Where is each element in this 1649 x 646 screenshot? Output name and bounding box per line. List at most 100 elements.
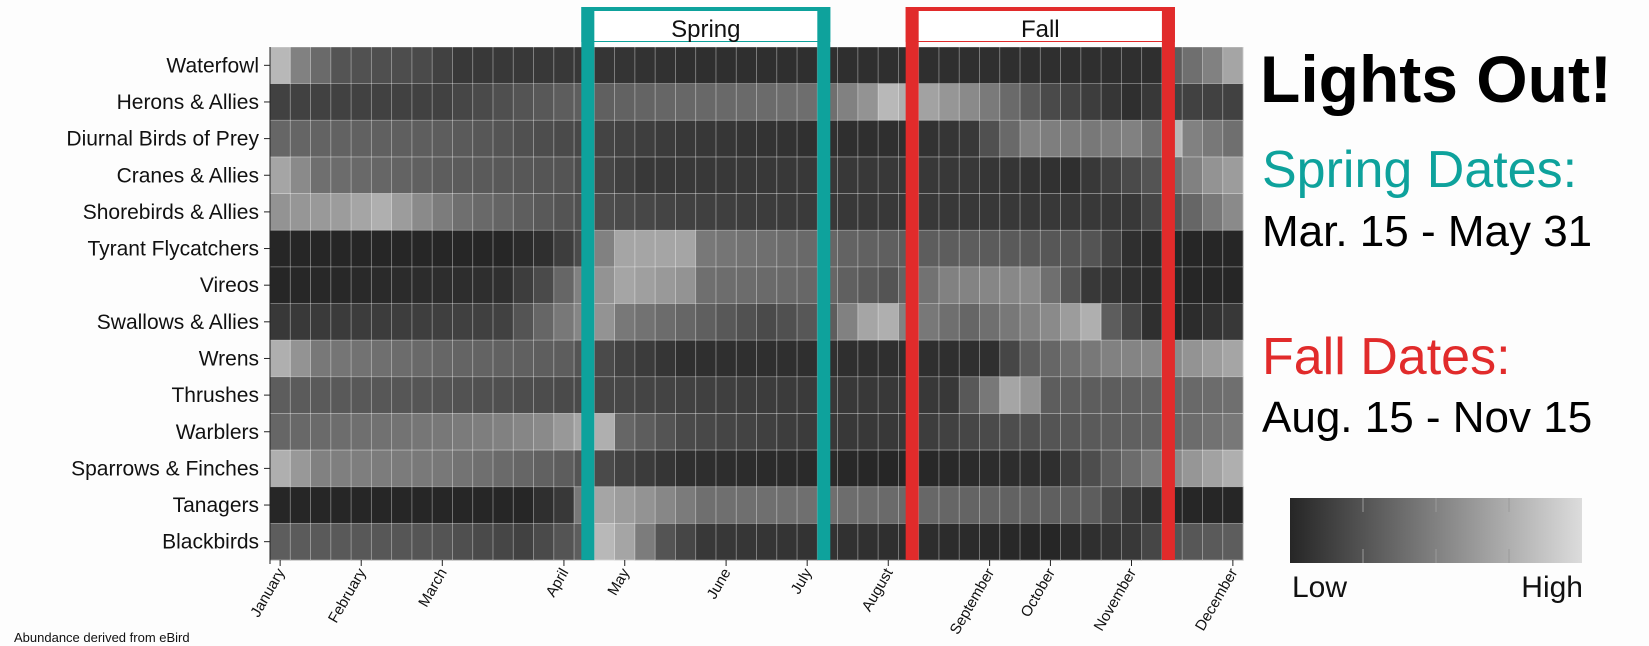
- heat-cell: [999, 523, 1021, 561]
- heat-cell: [715, 376, 737, 414]
- heat-cell: [513, 120, 534, 158]
- heat-cell: [1182, 303, 1203, 341]
- heat-cell: [756, 120, 778, 158]
- heat-cell: [999, 193, 1021, 231]
- heat-cell: [715, 340, 737, 378]
- heat-cell: [533, 523, 555, 561]
- spring-season-frame: Spring: [581, 7, 831, 560]
- heat-cell: [351, 230, 372, 268]
- heat-cell: [1060, 340, 1082, 378]
- heat-cell: [959, 303, 980, 341]
- month-label: August: [859, 565, 897, 615]
- heat-cell: [918, 413, 940, 451]
- heat-cell: [797, 266, 818, 304]
- row-label: Herons & Allies: [117, 91, 259, 114]
- heat-cell: [614, 83, 636, 121]
- heat-cell: [1040, 340, 1061, 378]
- row-label: Thrushes: [171, 384, 259, 407]
- heat-cell: [594, 156, 615, 194]
- heat-cell: [310, 303, 332, 341]
- heat-cell: [1080, 193, 1102, 231]
- heat-cell: [1141, 156, 1163, 194]
- heat-cell: [1101, 450, 1122, 488]
- heat-cell: [1060, 413, 1082, 451]
- heat-cell: [776, 413, 798, 451]
- heat-cell: [715, 523, 737, 561]
- heat-cell: [776, 523, 798, 561]
- heat-cell: [797, 120, 818, 158]
- heat-cell: [1121, 266, 1143, 304]
- fall-dates-heading: Fall Dates:: [1262, 328, 1511, 386]
- heat-cell: [1141, 47, 1163, 85]
- heat-cell: [655, 450, 676, 488]
- heat-cell: [290, 230, 311, 268]
- heat-cell: [918, 303, 940, 341]
- heat-cell: [533, 83, 555, 121]
- heat-cell: [756, 230, 778, 268]
- heat-cell: [492, 486, 514, 524]
- heat-cell: [270, 340, 291, 378]
- heat-cell: [756, 486, 778, 524]
- heat-cell: [411, 303, 433, 341]
- heat-cell: [290, 340, 311, 378]
- heat-cell: [736, 303, 757, 341]
- heat-cell: [351, 193, 372, 231]
- heat-cell: [655, 523, 676, 561]
- month-label: June: [704, 566, 735, 603]
- heat-cell: [1040, 303, 1061, 341]
- heat-cell: [1182, 47, 1203, 85]
- heat-cell: [837, 413, 859, 451]
- heat-cell: [351, 47, 372, 85]
- heat-cell: [918, 230, 940, 268]
- heat-cell: [938, 47, 960, 85]
- heat-cell: [857, 47, 879, 85]
- heat-cell: [1222, 376, 1244, 414]
- heat-cell: [715, 47, 737, 85]
- heat-cell: [797, 376, 818, 414]
- heat-cell: [715, 156, 737, 194]
- heat-cell: [938, 486, 960, 524]
- heat-cell: [736, 156, 757, 194]
- heat-cell: [655, 376, 676, 414]
- heat-cell: [1040, 450, 1061, 488]
- heat-cell: [492, 340, 514, 378]
- heat-cell: [371, 523, 393, 561]
- heat-cell: [979, 83, 1001, 121]
- heat-cell: [330, 266, 352, 304]
- heat-cell: [1101, 266, 1122, 304]
- heat-cell: [736, 83, 757, 121]
- heat-cell: [553, 413, 575, 451]
- heat-cell: [1141, 230, 1163, 268]
- heat-cell: [513, 413, 534, 451]
- heat-cell: [695, 523, 717, 561]
- heat-cell: [351, 340, 372, 378]
- heat-cell: [513, 83, 534, 121]
- heat-cell: [938, 83, 960, 121]
- heat-cell: [797, 303, 818, 341]
- heat-cell: [979, 523, 1001, 561]
- heat-cell: [553, 450, 575, 488]
- heat-cell: [979, 340, 1001, 378]
- month-label: October: [1017, 565, 1058, 620]
- heat-cell: [634, 47, 656, 85]
- heat-cell: [999, 120, 1021, 158]
- heat-cell: [938, 523, 960, 561]
- heat-cell: [1202, 120, 1224, 158]
- heat-cell: [675, 120, 697, 158]
- heat-cell: [979, 193, 1001, 231]
- heat-cell: [1202, 266, 1224, 304]
- heat-cell: [938, 120, 960, 158]
- month-label: April: [543, 566, 573, 600]
- spring-frame-right: [817, 7, 831, 560]
- heat-cell: [675, 413, 697, 451]
- heat-cell: [553, 376, 575, 414]
- heat-cell: [1101, 303, 1122, 341]
- heat-cell: [776, 266, 798, 304]
- heat-cell: [594, 266, 615, 304]
- heat-cell: [918, 523, 940, 561]
- heat-cell: [391, 47, 413, 85]
- heat-cell: [918, 340, 940, 378]
- heat-cell: [472, 230, 494, 268]
- heat-cell: [776, 450, 798, 488]
- heat-cell: [1101, 486, 1122, 524]
